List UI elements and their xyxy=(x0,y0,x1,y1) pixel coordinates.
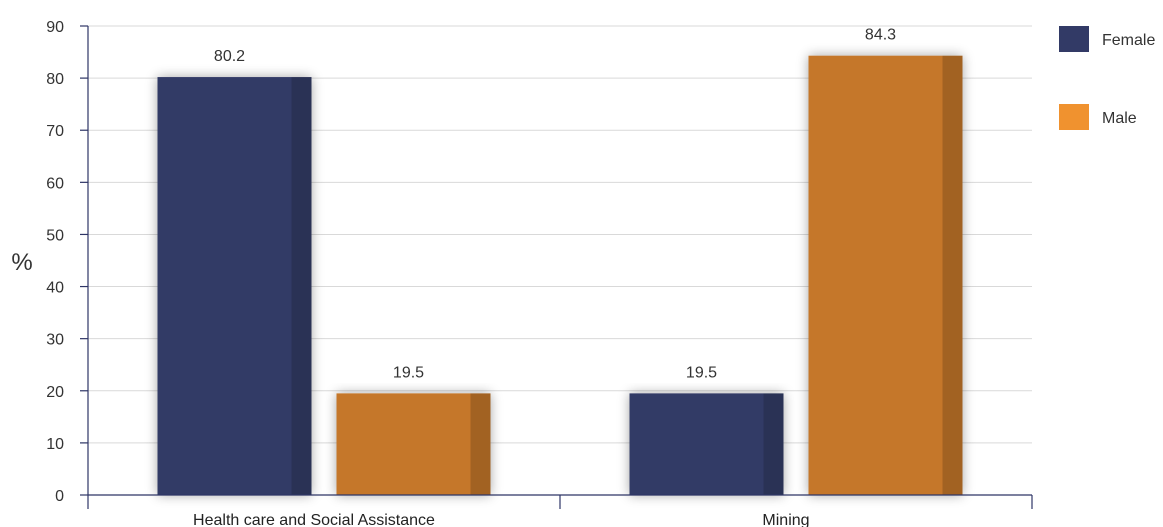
bar-face xyxy=(336,393,471,495)
bar-side xyxy=(942,55,963,495)
axes xyxy=(87,26,1033,509)
legend-item-female: Female xyxy=(1059,26,1155,52)
bar-male-1 xyxy=(336,393,491,495)
y-tick-label: 70 xyxy=(46,123,64,140)
x-category-label: Health care and Social Assistance xyxy=(193,512,435,527)
y-tick-label: 50 xyxy=(46,227,64,244)
data-label: 19.5 xyxy=(393,364,424,381)
data-label: 84.3 xyxy=(865,27,896,44)
legend-label: Male xyxy=(1102,110,1137,127)
y-tick-label: 40 xyxy=(46,280,64,297)
bar-face xyxy=(157,77,292,496)
y-tick-label: 80 xyxy=(46,71,64,88)
y-tick-label: 10 xyxy=(46,436,64,453)
legend-swatch xyxy=(1059,104,1089,130)
bar-side xyxy=(470,393,491,495)
data-label: 19.5 xyxy=(686,364,717,381)
y-tick-label: 60 xyxy=(46,175,64,192)
x-axis-category-labels: Health care and Social Assistance Mining xyxy=(193,512,810,527)
x-category-label: Mining xyxy=(762,512,809,527)
y-tick-label: 90 xyxy=(46,19,64,36)
legend: Female Male xyxy=(1059,26,1155,130)
y-tick-label: 0 xyxy=(55,488,64,505)
y-axis-ticks: 0 10 20 30 40 50 60 70 80 90 xyxy=(46,19,88,505)
bar-face xyxy=(808,55,943,495)
legend-item-male: Male xyxy=(1059,104,1137,130)
data-label: 80.2 xyxy=(214,48,245,65)
data-labels: 80.2 19.5 19.5 84.3 xyxy=(214,27,896,382)
bars xyxy=(157,55,963,496)
y-axis-label: % xyxy=(11,249,32,276)
y-tick-label: 30 xyxy=(46,332,64,349)
bar-side xyxy=(291,77,312,496)
y-tick-label: 20 xyxy=(46,384,64,401)
legend-swatch xyxy=(1059,26,1089,52)
bar-face xyxy=(629,393,764,495)
bar-side xyxy=(763,393,784,495)
legend-label: Female xyxy=(1102,32,1155,49)
bar-female-2 xyxy=(629,393,784,495)
bar-female-1 xyxy=(157,77,312,496)
bar-male-2 xyxy=(808,55,963,495)
